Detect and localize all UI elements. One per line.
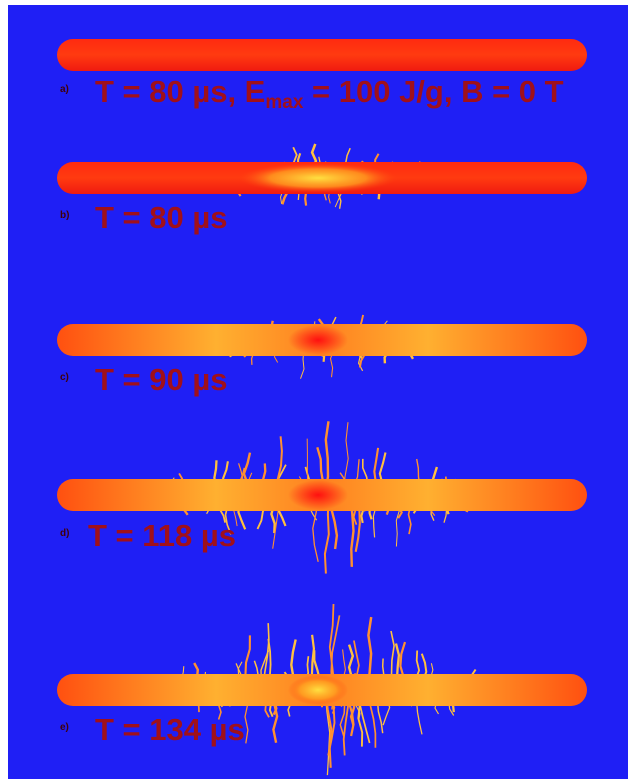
panel-caption: T = 90 µs xyxy=(95,362,227,397)
caption-part: T = 118 µs xyxy=(88,518,236,553)
panel-caption: T = 80 µs xyxy=(95,200,227,235)
rod-core xyxy=(288,675,348,705)
caption-part: T = 134 µs xyxy=(95,712,245,747)
panel-caption: T = 134 µs xyxy=(95,712,245,747)
panel: a) T = 80 µs, Emax = 100 J/g, B = 0 T xyxy=(57,39,587,113)
rod xyxy=(57,39,587,71)
caption-part: T = 80 µs, E xyxy=(95,74,265,109)
figure: a) T = 80 µs, Emax = 100 J/g, B = 0 T b) T … xyxy=(0,0,628,779)
rod-core xyxy=(238,163,398,193)
panel-label: a) xyxy=(60,84,69,95)
panel-caption: T = 80 µs, Emax = 100 J/g, B = 0 T xyxy=(95,74,564,113)
rod-core xyxy=(288,480,348,510)
panel-caption: T = 118 µs xyxy=(88,518,236,553)
caption-part: T = 80 µs xyxy=(95,200,227,235)
caption-part: T = 90 µs xyxy=(95,362,227,397)
panel-label: d) xyxy=(60,528,69,539)
rod-core xyxy=(288,325,348,355)
panel-label: b) xyxy=(60,210,69,221)
caption-part: = 100 J/g, B = 0 T xyxy=(303,74,563,109)
panel-label: e) xyxy=(60,722,69,733)
panel-label: c) xyxy=(60,372,69,383)
caption-subscript: max xyxy=(265,92,303,113)
